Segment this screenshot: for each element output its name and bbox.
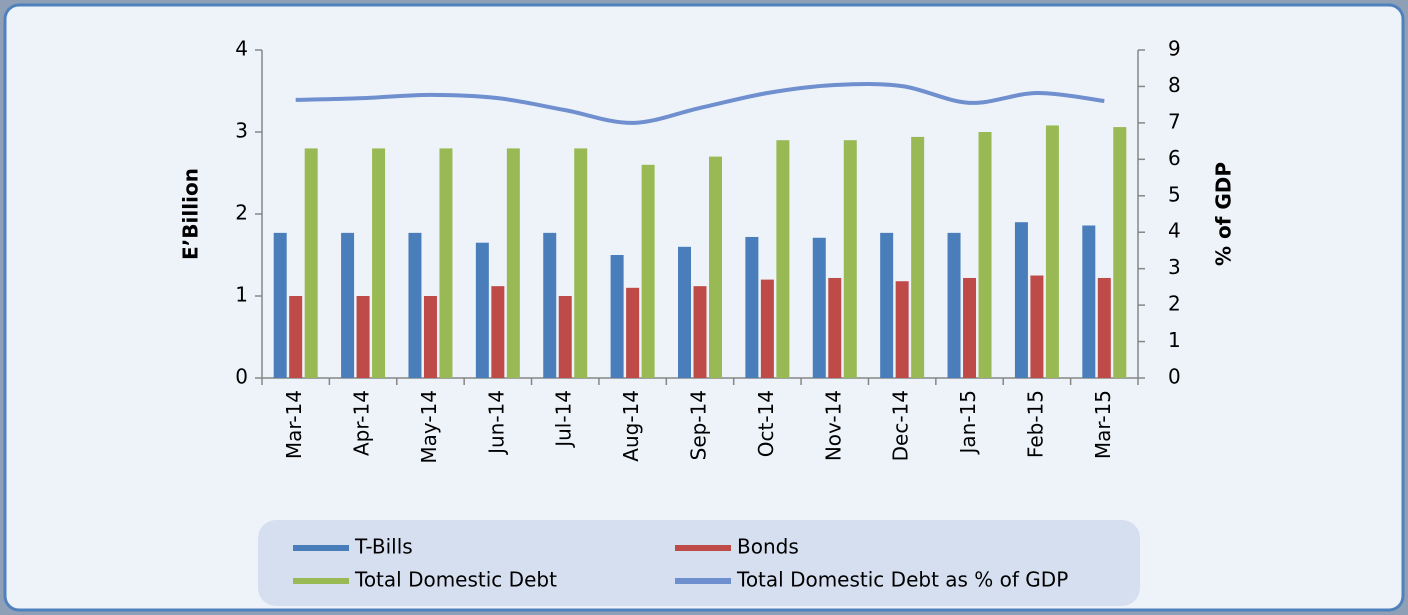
bar bbox=[1113, 127, 1127, 378]
legend-swatch bbox=[293, 578, 349, 584]
bar bbox=[911, 136, 925, 378]
bar bbox=[423, 296, 437, 378]
x-tick-label: Mar-15 bbox=[1091, 390, 1115, 459]
x-tick-label: Mar-14 bbox=[282, 390, 306, 459]
bar bbox=[963, 277, 977, 378]
bar bbox=[678, 246, 691, 378]
x-tick-label: May-14 bbox=[417, 390, 441, 464]
bar bbox=[475, 242, 489, 378]
bar bbox=[947, 232, 961, 378]
y-tick-label: 1 bbox=[235, 283, 248, 307]
legend-swatch bbox=[675, 545, 731, 551]
y2-tick-label: 1 bbox=[1168, 328, 1181, 352]
bar bbox=[641, 164, 655, 378]
bar bbox=[978, 132, 992, 378]
y2-tick-label: 7 bbox=[1168, 109, 1181, 133]
bar bbox=[895, 281, 909, 378]
bar bbox=[760, 279, 774, 378]
bar bbox=[828, 277, 842, 378]
bar bbox=[1030, 275, 1044, 378]
y2-tick-label: 2 bbox=[1168, 292, 1181, 316]
bar bbox=[408, 232, 422, 378]
x-tick-label: Jun-14 bbox=[484, 390, 508, 456]
y-tick-label: 3 bbox=[235, 119, 248, 143]
bar bbox=[626, 287, 640, 378]
y2-tick-label: 0 bbox=[1168, 365, 1181, 389]
y-axis-label: E’Billion bbox=[179, 168, 203, 260]
bar bbox=[372, 148, 386, 378]
x-tick-label: Apr-14 bbox=[350, 390, 374, 456]
bar bbox=[776, 140, 790, 378]
x-tick-label: Nov-14 bbox=[821, 390, 845, 461]
legend-box bbox=[258, 520, 1140, 606]
bar bbox=[610, 255, 624, 378]
x-tick-label: Sep-14 bbox=[687, 390, 711, 460]
bar bbox=[506, 148, 520, 378]
y-tick-label: 2 bbox=[235, 201, 248, 225]
bar bbox=[843, 140, 857, 378]
bar bbox=[812, 237, 826, 378]
legend-label: T-Bills bbox=[354, 535, 413, 559]
x-tick-label: Oct-14 bbox=[754, 390, 778, 457]
legend-swatch bbox=[675, 578, 731, 584]
y2-tick-label: 3 bbox=[1168, 255, 1181, 279]
bar bbox=[341, 232, 355, 378]
y2-tick-label: 6 bbox=[1168, 146, 1181, 170]
bar bbox=[1045, 125, 1059, 378]
bar bbox=[356, 296, 370, 378]
y2-tick-label: 9 bbox=[1168, 37, 1181, 61]
bar bbox=[574, 148, 588, 378]
legend-label: Total Domestic Debt as % of GDP bbox=[736, 568, 1068, 592]
bar bbox=[543, 232, 557, 378]
line-series bbox=[295, 81, 1105, 125]
bar bbox=[709, 156, 722, 378]
bar bbox=[439, 148, 453, 378]
bar bbox=[304, 148, 318, 378]
bar bbox=[745, 236, 759, 378]
legend-label: Total Domestic Debt bbox=[354, 568, 557, 592]
bar bbox=[1014, 222, 1028, 378]
x-tick-label: Jan-15 bbox=[956, 390, 980, 456]
x-tick-label: Jul-14 bbox=[552, 390, 576, 449]
y2-tick-label: 5 bbox=[1168, 182, 1181, 206]
legend-swatch bbox=[293, 545, 349, 551]
y-tick-label: 4 bbox=[235, 37, 248, 61]
bar bbox=[558, 296, 572, 378]
bar bbox=[880, 232, 894, 378]
y2-tick-label: 8 bbox=[1168, 73, 1181, 97]
bar bbox=[491, 286, 505, 378]
x-tick-label: Aug-14 bbox=[619, 390, 643, 462]
bar bbox=[289, 296, 303, 378]
bar bbox=[693, 286, 707, 378]
legend-label: Bonds bbox=[737, 535, 799, 559]
bar bbox=[1097, 277, 1111, 378]
y2-tick-label: 4 bbox=[1168, 219, 1181, 243]
bar bbox=[1082, 225, 1096, 378]
x-tick-label: Dec-14 bbox=[889, 390, 913, 461]
y-tick-label: 0 bbox=[235, 365, 248, 389]
y2-axis-label: % of GDP bbox=[1212, 162, 1236, 266]
x-tick-label: Feb-15 bbox=[1023, 390, 1047, 458]
bar bbox=[273, 232, 287, 378]
